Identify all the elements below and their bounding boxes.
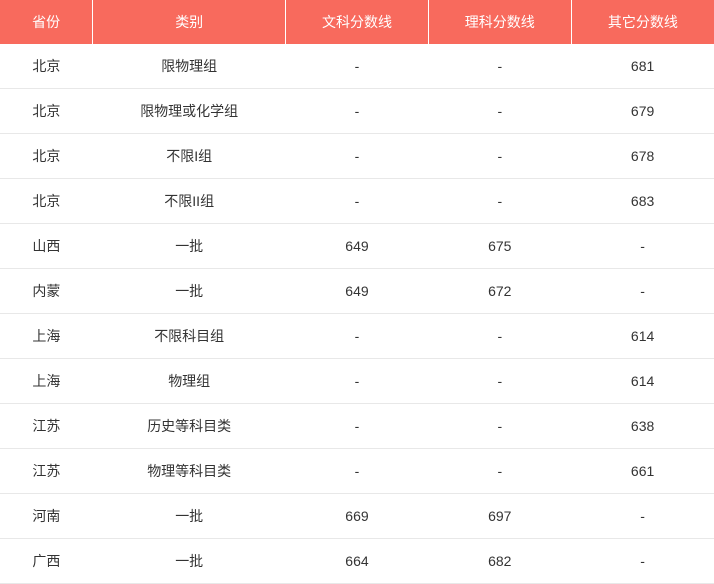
table-row: 北京不限I组--678 [0, 134, 714, 179]
cell-province: 河南 [0, 494, 93, 539]
table-row: 内蒙一批649672- [0, 269, 714, 314]
cell-like: - [428, 449, 571, 494]
cell-wenke: 649 [286, 224, 429, 269]
table-row: 江苏物理等科目类--661 [0, 449, 714, 494]
table-row: 北京不限II组--683 [0, 179, 714, 224]
cell-other: 679 [571, 89, 714, 134]
header-wenke: 文科分数线 [286, 0, 429, 44]
table-row: 河南一批669697- [0, 494, 714, 539]
cell-wenke: - [286, 89, 429, 134]
cell-wenke: - [286, 44, 429, 89]
cell-like: - [428, 359, 571, 404]
cell-province: 江苏 [0, 449, 93, 494]
table-row: 北京限物理或化学组--679 [0, 89, 714, 134]
cell-province: 内蒙 [0, 269, 93, 314]
cell-other: - [571, 269, 714, 314]
table-row: 山西一批649675- [0, 224, 714, 269]
cell-category: 物理等科目类 [93, 449, 286, 494]
cell-like: 672 [428, 269, 571, 314]
cell-other: 678 [571, 134, 714, 179]
cell-wenke: - [286, 134, 429, 179]
score-table: 省份 类别 文科分数线 理科分数线 其它分数线 北京限物理组--681北京限物理… [0, 0, 714, 584]
cell-wenke: - [286, 404, 429, 449]
cell-category: 物理组 [93, 359, 286, 404]
cell-like: 682 [428, 539, 571, 584]
header-like: 理科分数线 [428, 0, 571, 44]
cell-other: - [571, 494, 714, 539]
cell-other: 614 [571, 314, 714, 359]
cell-province: 上海 [0, 314, 93, 359]
cell-like: - [428, 404, 571, 449]
table-row: 江苏历史等科目类--638 [0, 404, 714, 449]
cell-like: 675 [428, 224, 571, 269]
cell-other: 683 [571, 179, 714, 224]
cell-category: 不限I组 [93, 134, 286, 179]
cell-like: - [428, 134, 571, 179]
cell-other: - [571, 539, 714, 584]
cell-province: 北京 [0, 44, 93, 89]
cell-province: 广西 [0, 539, 93, 584]
cell-province: 北京 [0, 179, 93, 224]
cell-category: 限物理组 [93, 44, 286, 89]
cell-category: 限物理或化学组 [93, 89, 286, 134]
cell-wenke: 649 [286, 269, 429, 314]
cell-like: - [428, 179, 571, 224]
cell-category: 不限科目组 [93, 314, 286, 359]
cell-wenke: - [286, 314, 429, 359]
table-row: 上海不限科目组--614 [0, 314, 714, 359]
cell-province: 上海 [0, 359, 93, 404]
header-other: 其它分数线 [571, 0, 714, 44]
cell-category: 一批 [93, 269, 286, 314]
cell-category: 历史等科目类 [93, 404, 286, 449]
cell-like: - [428, 44, 571, 89]
cell-wenke: 664 [286, 539, 429, 584]
cell-wenke: - [286, 359, 429, 404]
cell-other: 638 [571, 404, 714, 449]
cell-province: 江苏 [0, 404, 93, 449]
cell-province: 山西 [0, 224, 93, 269]
cell-category: 不限II组 [93, 179, 286, 224]
table-row: 广西一批664682- [0, 539, 714, 584]
cell-other: - [571, 224, 714, 269]
cell-wenke: 669 [286, 494, 429, 539]
cell-wenke: - [286, 449, 429, 494]
table-row: 北京限物理组--681 [0, 44, 714, 89]
table-body: 北京限物理组--681北京限物理或化学组--679北京不限I组--678北京不限… [0, 44, 714, 584]
cell-like: - [428, 89, 571, 134]
cell-province: 北京 [0, 134, 93, 179]
cell-like: 697 [428, 494, 571, 539]
table-row: 上海物理组--614 [0, 359, 714, 404]
cell-category: 一批 [93, 224, 286, 269]
cell-category: 一批 [93, 539, 286, 584]
cell-other: 661 [571, 449, 714, 494]
header-province: 省份 [0, 0, 93, 44]
cell-category: 一批 [93, 494, 286, 539]
cell-province: 北京 [0, 89, 93, 134]
cell-like: - [428, 314, 571, 359]
table-header-row: 省份 类别 文科分数线 理科分数线 其它分数线 [0, 0, 714, 44]
cell-wenke: - [286, 179, 429, 224]
cell-other: 614 [571, 359, 714, 404]
header-category: 类别 [93, 0, 286, 44]
cell-other: 681 [571, 44, 714, 89]
